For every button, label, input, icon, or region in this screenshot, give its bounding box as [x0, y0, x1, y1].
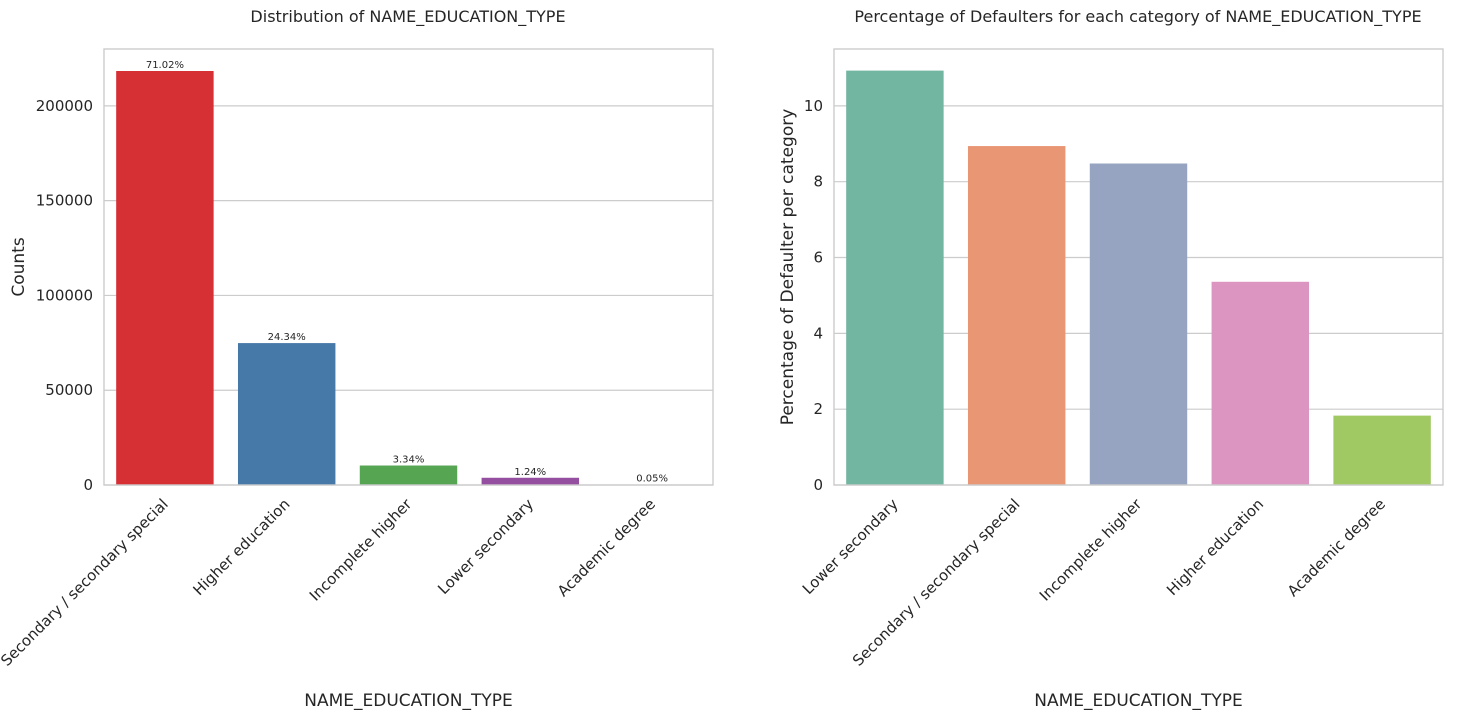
- y-tick-label: 100000: [36, 286, 93, 304]
- x-tick-label: Lower secondary: [434, 495, 537, 598]
- chart-panel-distribution: 0 50000 100000 150000 200000 71.02% Secondary …: [0, 7, 714, 711]
- y-tick-label: 50000: [45, 381, 93, 399]
- x-tick-label: Secondary / secondary special: [0, 495, 172, 670]
- y-tick-label: 8: [813, 173, 823, 191]
- bar-data-label: 1.24%: [514, 467, 546, 478]
- bar: [846, 70, 944, 485]
- bar: [481, 477, 580, 485]
- plot-frame: [103, 48, 714, 486]
- bar: [116, 71, 214, 485]
- y-tick-label: 10: [804, 97, 823, 115]
- y-axis-label: Percentage of Defaulter per category: [778, 109, 798, 426]
- y-tick-label: 200000: [36, 97, 93, 115]
- bar-data-label: 71.02%: [146, 60, 184, 71]
- bar: [1089, 163, 1188, 486]
- plot-frame: [833, 48, 1444, 486]
- x-tick-label: Incomplete higher: [306, 495, 416, 605]
- y-tick-label: 0: [813, 476, 823, 494]
- bar: [967, 146, 1066, 486]
- bar-data-label: 0.05%: [636, 474, 668, 485]
- y-tick-label: 4: [813, 324, 823, 342]
- chart-title: Percentage of Defaulters for each catego…: [854, 7, 1421, 27]
- bar-data-label: 24.34%: [268, 332, 306, 343]
- x-tick-label: Lower secondary: [799, 495, 902, 598]
- x-axis-label: NAME_EDUCATION_TYPE: [1034, 691, 1242, 711]
- x-tick-label: Academic degree: [554, 495, 659, 600]
- bar: [237, 343, 336, 485]
- x-tick-label: Incomplete higher: [1036, 495, 1146, 605]
- bar-data-label: 3.34%: [393, 455, 425, 466]
- bar: [1333, 415, 1431, 485]
- x-axis-label: NAME_EDUCATION_TYPE: [304, 691, 512, 711]
- y-axis-label: Counts: [9, 237, 29, 296]
- chart-title: Distribution of NAME_EDUCATION_TYPE: [250, 7, 565, 27]
- y-tick-label: 2: [813, 400, 823, 418]
- bar: [1211, 281, 1310, 485]
- y-tick-label: 150000: [36, 192, 93, 210]
- y-tick-label: 0: [83, 476, 93, 494]
- x-tick-label: Higher education: [1163, 495, 1267, 599]
- x-tick-label: Higher education: [190, 495, 294, 599]
- y-tick-label: 6: [813, 249, 823, 267]
- x-tick-label: Academic degree: [1284, 495, 1389, 600]
- bar: [359, 465, 458, 485]
